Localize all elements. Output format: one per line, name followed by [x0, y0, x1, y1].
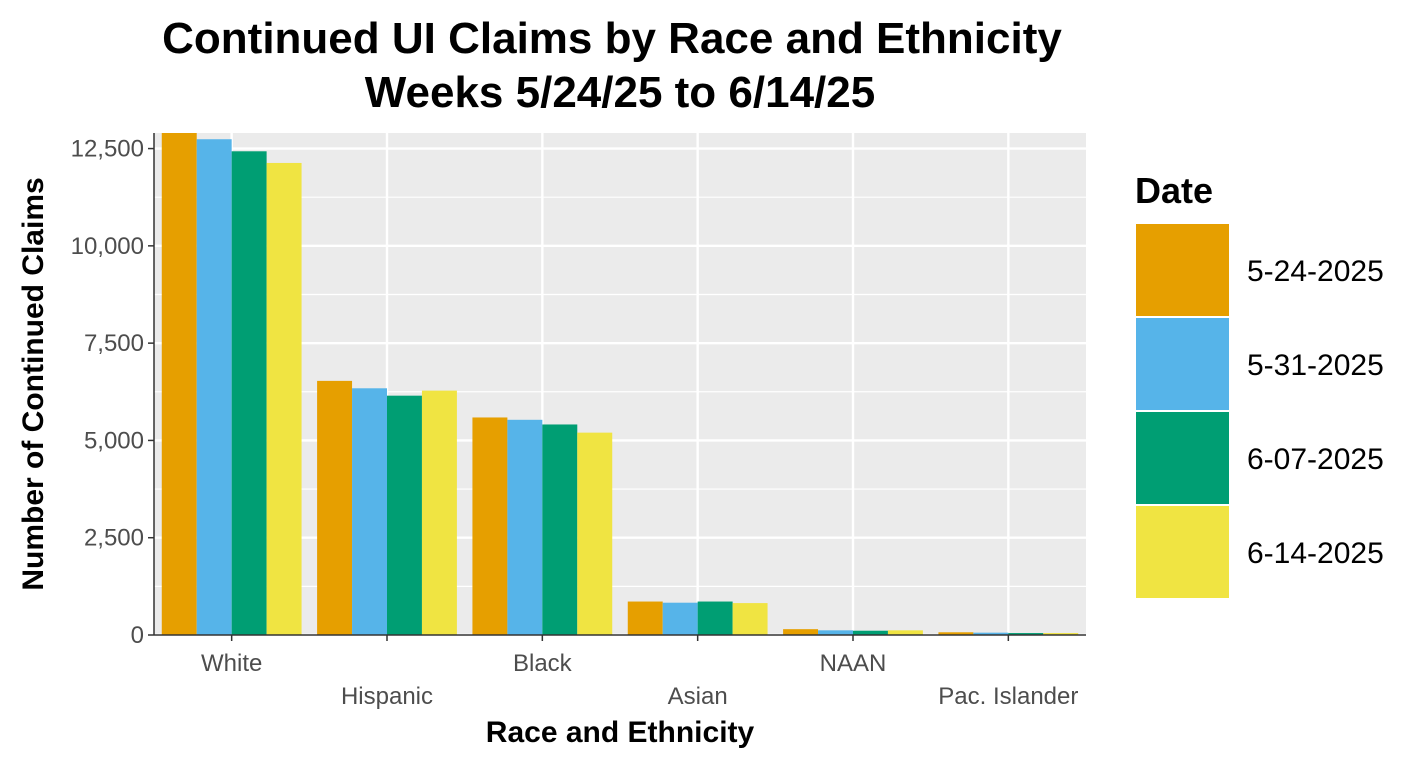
x-tick-label: Pac. Islander	[938, 683, 1078, 710]
x-axis-title: Race and Ethnicity	[486, 716, 755, 749]
y-tick-label: 12,500	[71, 136, 144, 163]
legend-label: 6-14-2025	[1247, 537, 1384, 570]
bar-pac-islander-5-31-2025	[973, 632, 1009, 635]
axes: 0 2,500 5,000 7,500 10,000 12,500 White Hispani…	[71, 133, 1086, 710]
bar-white-5-24-2025	[161, 133, 197, 635]
bar-white-6-07-2025	[231, 151, 267, 635]
bar-asian-5-24-2025	[627, 601, 663, 635]
bar-pac-islander-5-24-2025	[938, 632, 974, 635]
bar-pac-islander-6-14-2025	[1043, 633, 1079, 635]
bar-hispanic-6-14-2025	[421, 390, 457, 635]
bars	[161, 133, 1079, 635]
bar-naan-5-24-2025	[783, 629, 819, 635]
legend-label: 5-24-2025	[1247, 255, 1384, 288]
y-tick-label: 0	[131, 622, 144, 649]
bar-black-6-14-2025	[577, 432, 613, 635]
y-tick-label: 2,500	[84, 525, 144, 552]
x-tick-label: White	[201, 650, 262, 677]
y-tick-label: 7,500	[84, 330, 144, 357]
bar-black-6-07-2025	[542, 424, 578, 635]
bar-asian-5-31-2025	[662, 602, 698, 635]
legend: Date 5-24-2025 5-31-2025 6-07-2025 6-14-202…	[1134, 170, 1384, 600]
y-tick-label: 5,000	[84, 427, 144, 454]
legend-key	[1134, 316, 1231, 412]
x-tick-label: Black	[513, 650, 573, 677]
legend-label: 6-07-2025	[1247, 443, 1384, 476]
bar-naan-6-14-2025	[887, 630, 923, 635]
plot-panel	[154, 133, 1086, 635]
legend-title: Date	[1135, 170, 1213, 211]
bar-asian-6-07-2025	[697, 601, 733, 635]
legend-key	[1134, 222, 1231, 318]
grid-lines	[154, 133, 1086, 637]
x-tick-label: NAAN	[820, 650, 887, 677]
legend-key	[1134, 504, 1231, 600]
bar-asian-6-14-2025	[732, 603, 768, 635]
bar-hispanic-5-24-2025	[317, 380, 353, 635]
bar-naan-6-07-2025	[853, 630, 888, 635]
x-tick-label: Asian	[668, 683, 728, 710]
bar-hispanic-5-31-2025	[352, 388, 387, 635]
legend-key	[1134, 410, 1231, 506]
chart-title: Continued UI Claims by Race and Ethnicit…	[162, 14, 1062, 63]
bar-white-5-31-2025	[196, 139, 232, 635]
legend-label: 5-31-2025	[1247, 349, 1384, 382]
y-tick-label: 10,000	[71, 233, 144, 260]
bar-black-5-24-2025	[472, 417, 508, 635]
bar-hispanic-6-07-2025	[387, 395, 422, 635]
x-tick-label: Hispanic	[341, 683, 433, 710]
chart-subtitle: Weeks 5/24/25 to 6/14/25	[365, 68, 875, 117]
bar-white-6-14-2025	[266, 162, 302, 635]
y-axis-title: Number of Continued Claims	[17, 177, 50, 590]
bar-naan-5-31-2025	[818, 630, 853, 635]
bar-black-5-31-2025	[507, 419, 543, 635]
bar-pac-islander-6-07-2025	[1008, 633, 1044, 635]
